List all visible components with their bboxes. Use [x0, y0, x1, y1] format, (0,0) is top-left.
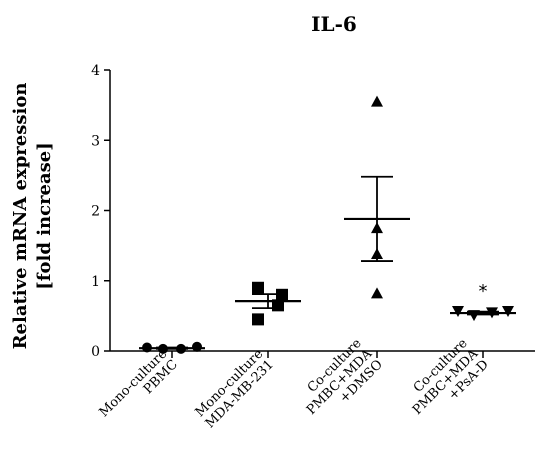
y-tick-label: 4 — [91, 63, 100, 79]
data-point — [176, 343, 186, 354]
chart-title: IL-6 — [311, 12, 357, 36]
data-point — [452, 305, 464, 317]
y-axis-label-line-2: [fold increase] — [34, 142, 55, 290]
data-point — [158, 343, 168, 354]
data-point — [502, 305, 514, 317]
y-tick-label: 3 — [91, 133, 100, 149]
data-point — [252, 313, 264, 326]
data-point — [276, 288, 288, 301]
data-point — [142, 342, 152, 353]
y-tick-label: 0 — [91, 344, 100, 360]
data-point — [371, 248, 383, 260]
y-tick-label: 2 — [91, 204, 100, 220]
data-point — [192, 341, 202, 352]
y-axis-label: Relative mRNA expression [fold increase] — [10, 83, 55, 350]
significance-marker: * — [479, 281, 488, 302]
axes: 0 1 2 3 4 — [91, 63, 535, 360]
data-point — [252, 281, 264, 294]
data-point — [468, 310, 480, 322]
data-point — [371, 95, 383, 107]
y-axis-label-line-1: Relative mRNA expression — [10, 83, 31, 350]
y-tick-label: 1 — [91, 274, 100, 290]
data-point — [371, 222, 383, 234]
data-point — [272, 299, 284, 312]
data-point — [486, 307, 498, 319]
data-point — [371, 287, 383, 299]
